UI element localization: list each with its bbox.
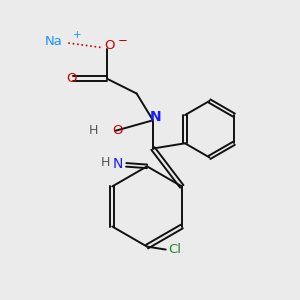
Text: Cl: Cl (168, 243, 181, 256)
Text: N: N (113, 157, 123, 171)
Text: H: H (101, 156, 110, 169)
Text: O: O (104, 39, 115, 52)
Text: −: − (117, 34, 127, 47)
Text: Na: Na (44, 35, 62, 48)
Text: O: O (112, 124, 123, 137)
Text: N: N (149, 110, 161, 124)
Text: O: O (66, 72, 76, 85)
Text: +: + (73, 30, 82, 40)
Text: H: H (89, 124, 98, 137)
